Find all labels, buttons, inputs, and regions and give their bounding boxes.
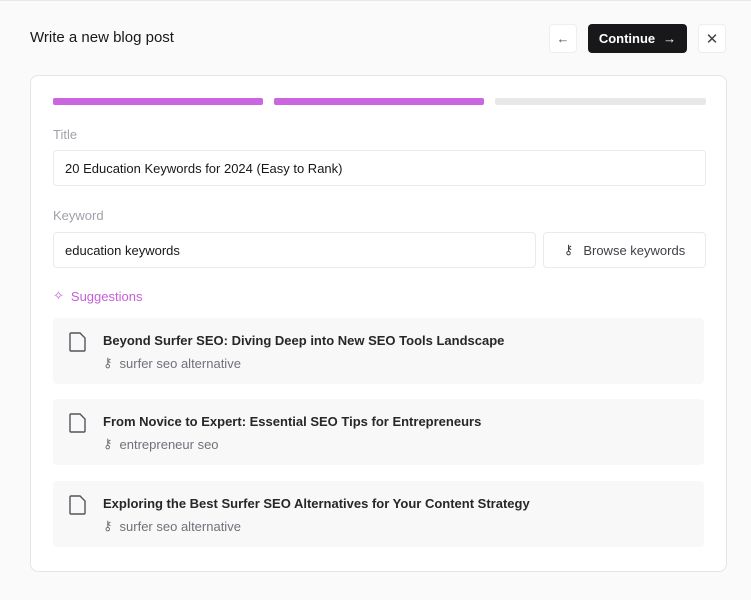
title-label: Title: [53, 127, 78, 142]
arrow-right-icon: →: [663, 31, 677, 46]
suggestion-title: Beyond Surfer SEO: Diving Deep into New …: [103, 333, 505, 348]
key-icon: ⚷: [103, 518, 113, 533]
arrow-left-icon: ←: [556, 31, 570, 46]
progress-step-1: [53, 98, 263, 105]
continue-label: Continue: [598, 31, 656, 46]
suggestions-heading: ✧ Suggestions: [53, 288, 142, 304]
progress-step-2: [274, 98, 484, 105]
keyword-label: Keyword: [53, 208, 104, 223]
continue-button[interactable]: Continue →: [588, 24, 687, 53]
document-icon: [69, 495, 86, 515]
suggestion-item[interactable]: From Novice to Expert: Essential SEO Tip…: [53, 399, 704, 465]
suggestion-item[interactable]: Exploring the Best Surfer SEO Alternativ…: [53, 481, 704, 547]
page-title: Write a new blog post: [30, 29, 174, 46]
suggestion-title: Exploring the Best Surfer SEO Alternativ…: [103, 496, 530, 511]
back-button[interactable]: ←: [549, 24, 577, 53]
sparkles-icon: ✧: [53, 288, 64, 303]
close-button[interactable]: ✕: [698, 24, 726, 53]
key-icon: ⚷: [563, 242, 574, 257]
browse-label: Browse keywords: [583, 242, 686, 258]
suggestion-title: From Novice to Expert: Essential SEO Tip…: [103, 414, 482, 429]
suggestions-label: Suggestions: [70, 288, 143, 304]
key-icon: ⚷: [103, 355, 113, 370]
suggestion-keyword: surfer seo alternative: [119, 518, 241, 534]
progress-step-3: [495, 98, 706, 105]
browse-keywords-button[interactable]: ⚷ Browse keywords: [543, 232, 706, 268]
document-icon: [69, 413, 86, 433]
title-input[interactable]: 20 Education Keywords for 2024 (Easy to …: [53, 150, 706, 186]
suggestion-keyword: surfer seo alternative: [119, 355, 241, 371]
document-icon: [69, 332, 86, 352]
suggestion-item[interactable]: Beyond Surfer SEO: Diving Deep into New …: [53, 318, 704, 384]
wizard-card: Title 20 Education Keywords for 2024 (Ea…: [30, 75, 727, 572]
keyword-input[interactable]: education keywords: [53, 232, 536, 268]
close-icon: ✕: [705, 30, 719, 48]
key-icon: ⚷: [103, 436, 113, 451]
suggestion-keyword: entrepreneur seo: [119, 436, 219, 452]
